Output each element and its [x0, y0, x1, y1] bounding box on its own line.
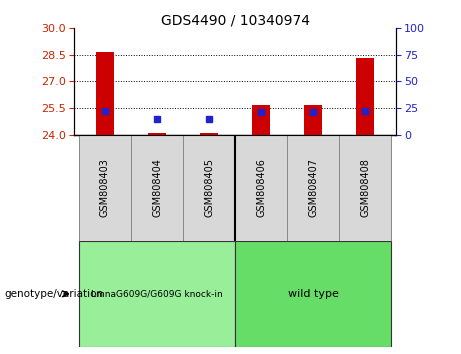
Bar: [235, 135, 287, 241]
Bar: [148, 133, 166, 135]
Bar: [96, 52, 114, 135]
Text: genotype/variation: genotype/variation: [5, 289, 104, 299]
Text: GSM808408: GSM808408: [360, 158, 370, 217]
Text: GSM808404: GSM808404: [152, 158, 162, 217]
Bar: [287, 135, 339, 241]
Text: LmnaG609G/G609G knock-in: LmnaG609G/G609G knock-in: [91, 289, 223, 298]
Bar: [339, 135, 391, 241]
Bar: [200, 133, 218, 135]
Text: GSM808403: GSM808403: [100, 158, 110, 217]
Bar: [252, 105, 270, 135]
Bar: [79, 241, 235, 347]
Text: GSM808407: GSM808407: [308, 158, 318, 217]
Bar: [79, 135, 131, 241]
Text: GSM808406: GSM808406: [256, 158, 266, 217]
Bar: [356, 58, 374, 135]
Bar: [304, 105, 322, 135]
Title: GDS4490 / 10340974: GDS4490 / 10340974: [160, 13, 310, 27]
Text: GSM808405: GSM808405: [204, 158, 214, 217]
Bar: [131, 135, 183, 241]
Bar: [235, 241, 391, 347]
Text: wild type: wild type: [288, 289, 339, 299]
Bar: [183, 135, 235, 241]
